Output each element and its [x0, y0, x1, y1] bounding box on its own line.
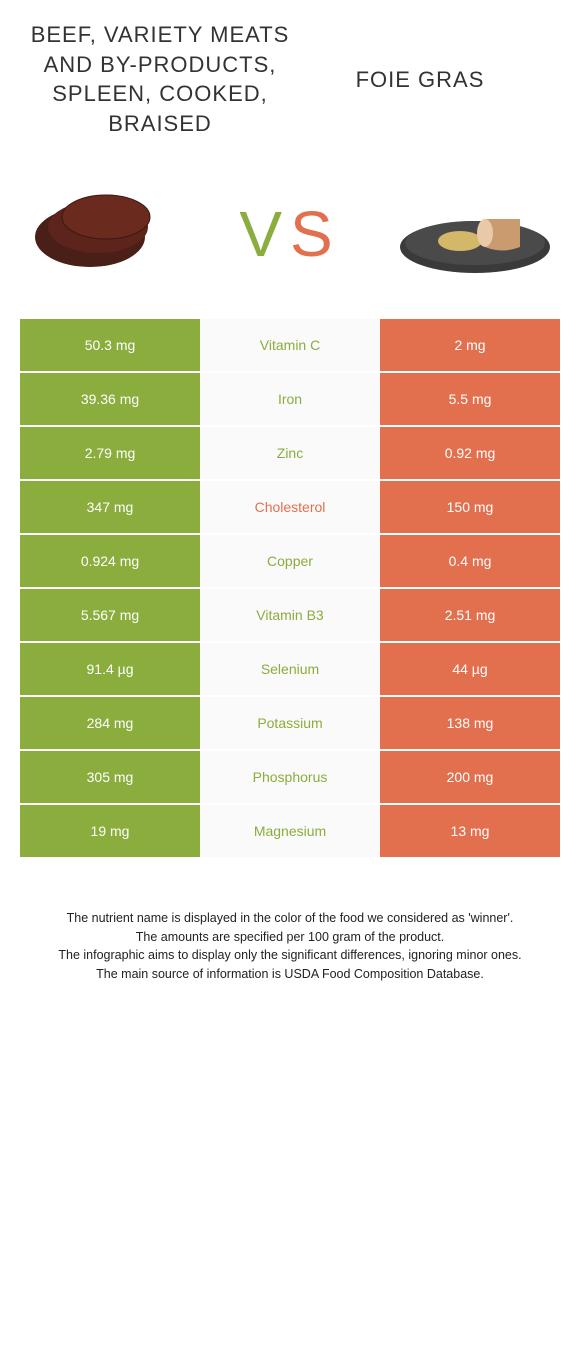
footer-notes: The nutrient name is displayed in the co… [0, 859, 580, 1014]
nutrient-label: Iron [200, 373, 380, 425]
right-value: 138 mg [380, 697, 560, 749]
left-value: 305 mg [20, 751, 200, 803]
images-row: VS [0, 179, 580, 319]
nutrient-label: Copper [200, 535, 380, 587]
table-row: 50.3 mgVitamin C2 mg [20, 319, 560, 373]
table-row: 284 mgPotassium138 mg [20, 697, 560, 751]
table-row: 19 mgMagnesium13 mg [20, 805, 560, 859]
right-food-image [390, 179, 560, 289]
nutrient-label: Potassium [200, 697, 380, 749]
right-value: 2.51 mg [380, 589, 560, 641]
nutrient-label: Vitamin B3 [200, 589, 380, 641]
right-title: FOIE GRAS [290, 20, 550, 139]
left-value: 5.567 mg [20, 589, 200, 641]
nutrient-label: Phosphorus [200, 751, 380, 803]
vs-label: VS [239, 197, 340, 271]
nutrient-label: Selenium [200, 643, 380, 695]
table-row: 5.567 mgVitamin B32.51 mg [20, 589, 560, 643]
left-value: 39.36 mg [20, 373, 200, 425]
footer-line-2: The amounts are specified per 100 gram o… [25, 928, 555, 947]
left-value: 2.79 mg [20, 427, 200, 479]
table-row: 39.36 mgIron5.5 mg [20, 373, 560, 427]
nutrient-label: Magnesium [200, 805, 380, 857]
titles-row: BEEF, VARIETY MEATS AND BY-PRODUCTS, SPL… [0, 0, 580, 179]
nutrient-label: Vitamin C [200, 319, 380, 371]
vs-v: V [239, 198, 290, 270]
right-value: 2 mg [380, 319, 560, 371]
footer-line-4: The main source of information is USDA F… [25, 965, 555, 984]
left-value: 91.4 µg [20, 643, 200, 695]
right-value: 0.4 mg [380, 535, 560, 587]
right-value: 200 mg [380, 751, 560, 803]
right-value: 13 mg [380, 805, 560, 857]
right-value: 5.5 mg [380, 373, 560, 425]
table-row: 305 mgPhosphorus200 mg [20, 751, 560, 805]
table-row: 0.924 mgCopper0.4 mg [20, 535, 560, 589]
left-value: 347 mg [20, 481, 200, 533]
footer-line-1: The nutrient name is displayed in the co… [25, 909, 555, 928]
left-title: BEEF, VARIETY MEATS AND BY-PRODUCTS, SPL… [30, 20, 290, 139]
footer-line-3: The infographic aims to display only the… [25, 946, 555, 965]
right-value: 44 µg [380, 643, 560, 695]
nutrient-label: Zinc [200, 427, 380, 479]
right-value: 0.92 mg [380, 427, 560, 479]
left-food-image [20, 179, 190, 289]
comparison-table: 50.3 mgVitamin C2 mg39.36 mgIron5.5 mg2.… [0, 319, 580, 859]
table-row: 91.4 µgSelenium44 µg [20, 643, 560, 697]
left-value: 19 mg [20, 805, 200, 857]
table-row: 2.79 mgZinc0.92 mg [20, 427, 560, 481]
table-row: 347 mgCholesterol150 mg [20, 481, 560, 535]
left-value: 284 mg [20, 697, 200, 749]
nutrient-label: Cholesterol [200, 481, 380, 533]
left-value: 50.3 mg [20, 319, 200, 371]
vs-s: S [290, 198, 341, 270]
right-value: 150 mg [380, 481, 560, 533]
left-value: 0.924 mg [20, 535, 200, 587]
